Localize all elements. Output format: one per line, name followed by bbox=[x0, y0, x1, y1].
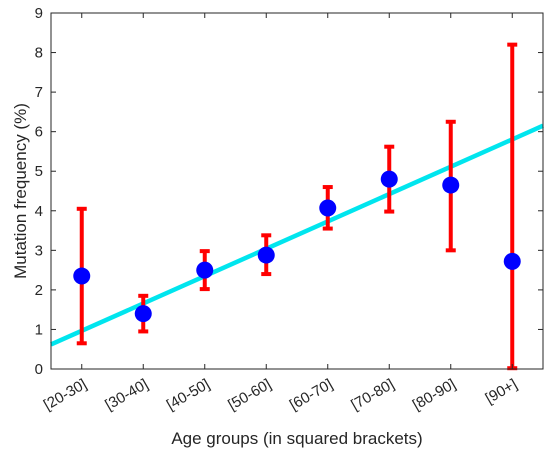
x-tick-label: [50-60] bbox=[225, 376, 274, 414]
y-tick-label: 0 bbox=[35, 361, 43, 378]
y-axis: 0 1 2 3 4 5 6 7 8 9 bbox=[35, 5, 543, 378]
y-tick-label: 7 bbox=[35, 84, 43, 101]
plot-frame bbox=[50, 12, 544, 370]
data-point bbox=[257, 246, 275, 264]
y-tick-label: 4 bbox=[35, 203, 43, 220]
y-tick-label: 2 bbox=[35, 282, 43, 299]
x-tick-label: [60-70] bbox=[287, 376, 336, 414]
x-tick-label: [30-40] bbox=[102, 376, 151, 414]
trend-line bbox=[50, 123, 544, 347]
data-point bbox=[134, 305, 152, 323]
x-tick-label: [80-90] bbox=[410, 376, 459, 414]
y-tick-label: 9 bbox=[35, 5, 43, 22]
x-axis-label: Age groups (in squared brackets) bbox=[171, 429, 422, 448]
x-tick-label: [90+] bbox=[482, 376, 520, 408]
y-tick-label: 5 bbox=[35, 163, 43, 180]
y-tick-label: 1 bbox=[35, 321, 43, 338]
data-point bbox=[319, 199, 337, 217]
x-tick-label: [40-50] bbox=[164, 376, 213, 414]
plot-area bbox=[51, 13, 543, 369]
x-tick-label: [70-80] bbox=[348, 376, 397, 414]
data-point bbox=[196, 261, 214, 279]
y-tick-label: 8 bbox=[35, 45, 43, 62]
data-point bbox=[442, 176, 460, 194]
y-axis-label: Mutation frequency (%) bbox=[11, 103, 30, 279]
y-tick-label: 6 bbox=[35, 124, 43, 141]
data-point bbox=[503, 252, 521, 270]
data-point bbox=[380, 170, 398, 188]
trend-layer bbox=[50, 123, 544, 347]
point-layer bbox=[73, 170, 521, 323]
y-tick-label: 3 bbox=[35, 242, 43, 259]
data-point bbox=[73, 267, 91, 285]
x-tick-label: [20-30] bbox=[41, 376, 90, 414]
